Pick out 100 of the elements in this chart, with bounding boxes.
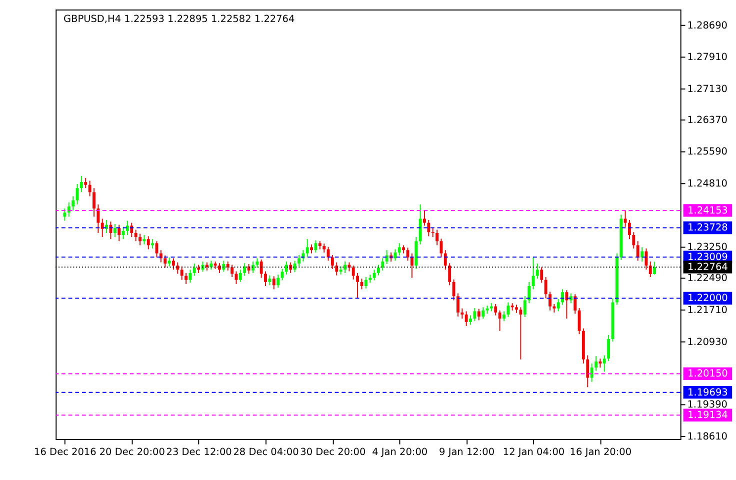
y-tick-label: 1.22490 xyxy=(687,273,728,284)
y-tick-label: 1.19390 xyxy=(687,400,728,411)
x-tick-label: 20 Dec 20:00 xyxy=(99,447,165,458)
candlestick xyxy=(494,303,498,316)
candlestick xyxy=(636,240,640,262)
ref-line-label: 1.19134 xyxy=(688,410,728,422)
candlestick xyxy=(364,276,368,289)
candlestick xyxy=(506,302,510,318)
candlestick xyxy=(519,306,522,360)
candlestick xyxy=(536,263,539,280)
candlestick xyxy=(159,250,162,263)
candlestick xyxy=(280,268,284,281)
y-tick-label: 1.28690 xyxy=(687,20,728,32)
candlestick xyxy=(272,276,276,290)
candlestick xyxy=(653,261,656,275)
candlestick xyxy=(352,265,355,280)
candlestick xyxy=(464,310,468,326)
candlestick xyxy=(574,294,577,314)
candlestick xyxy=(72,196,75,212)
ref-line-label: 1.23728 xyxy=(688,222,728,234)
candlestick xyxy=(134,229,138,242)
candlestick xyxy=(590,363,594,382)
candlestick xyxy=(113,224,116,238)
candlestick xyxy=(293,260,296,273)
y-tick-label: 1.18610 xyxy=(687,431,728,442)
candlestick xyxy=(314,240,318,254)
ref-line-label: 1.23009 xyxy=(688,252,728,264)
candlestick xyxy=(92,188,96,218)
candlestick xyxy=(172,258,175,270)
candlestick xyxy=(556,298,560,312)
candlestick xyxy=(276,274,280,288)
candlestick xyxy=(523,296,526,318)
candlestick xyxy=(410,252,414,278)
candlestick xyxy=(130,222,134,238)
candlestick xyxy=(243,262,246,276)
candlestick xyxy=(540,266,544,284)
candlestick xyxy=(118,224,121,242)
candlestick xyxy=(180,266,184,280)
candlestick xyxy=(444,250,447,270)
candlestick xyxy=(628,219,631,240)
candlestick xyxy=(164,254,167,268)
text: GBPUSD,H4 1.22593 1.22895 1.22582 1.22764 xyxy=(63,14,295,26)
candlestick xyxy=(398,242,401,256)
candlestick xyxy=(126,220,129,236)
candlestick xyxy=(192,263,196,276)
candlestick xyxy=(88,180,92,197)
candlestick xyxy=(644,248,648,270)
y-tick-label: 1.25590 xyxy=(687,146,728,158)
candlestick xyxy=(218,262,221,274)
ref-line-label: 1.19693 xyxy=(688,387,728,398)
candlestick xyxy=(151,238,154,249)
candlestick xyxy=(176,262,180,274)
candlestick xyxy=(640,246,644,262)
candlestick xyxy=(423,210,426,226)
candlestick xyxy=(96,204,100,234)
candlestick xyxy=(306,238,309,258)
x-tick-label: 30 Dec 20:00 xyxy=(300,447,366,458)
candlestick xyxy=(418,204,422,245)
candlestick xyxy=(256,258,259,268)
candlestick xyxy=(565,290,568,320)
candlestick xyxy=(238,269,242,282)
candlestick xyxy=(469,314,472,326)
candlestick xyxy=(146,236,150,250)
y-tick-label: 1.27910 xyxy=(687,52,728,64)
candlestick xyxy=(632,232,636,249)
candlestick xyxy=(63,208,66,222)
y-tick-label: 1.27130 xyxy=(687,84,728,95)
candlestick xyxy=(528,281,531,304)
candlestick xyxy=(602,354,606,372)
y-tick-label: 1.20930 xyxy=(687,336,728,348)
candlestick xyxy=(648,261,652,278)
x-tick-label: 12 Jan 04:00 xyxy=(502,447,565,458)
x-tick-label: 4 Jan 20:00 xyxy=(372,447,428,458)
candlestick xyxy=(544,276,548,299)
candlestick xyxy=(561,288,564,306)
candlestick xyxy=(436,229,438,246)
candlestick xyxy=(448,262,452,286)
candlestick xyxy=(284,261,288,276)
candlestick xyxy=(376,264,380,276)
candlestick xyxy=(440,238,443,258)
y-tick-label: 1.24810 xyxy=(687,178,728,190)
candlestick xyxy=(482,306,485,320)
candlestick xyxy=(335,262,338,276)
ref-line-label: 1.22764 xyxy=(688,262,728,274)
candlestick xyxy=(188,269,192,284)
y-tick-label: 1.21710 xyxy=(687,305,728,316)
x-tick-label: 23 Dec 12:00 xyxy=(166,447,232,458)
candlestick xyxy=(222,260,226,272)
y-tick-label: 1.26370 xyxy=(687,114,728,126)
ref-line-label: 1.22000 xyxy=(688,293,728,304)
candlestick xyxy=(624,210,627,228)
candlestick xyxy=(268,274,272,286)
candlestick xyxy=(330,254,334,270)
ref-line-label: 1.20150 xyxy=(688,368,728,380)
candlestick xyxy=(184,272,188,284)
candlestick xyxy=(264,270,267,286)
candlestick xyxy=(100,218,104,238)
candlestick xyxy=(456,292,460,318)
candlestick xyxy=(298,254,300,267)
candlestick xyxy=(385,250,388,264)
